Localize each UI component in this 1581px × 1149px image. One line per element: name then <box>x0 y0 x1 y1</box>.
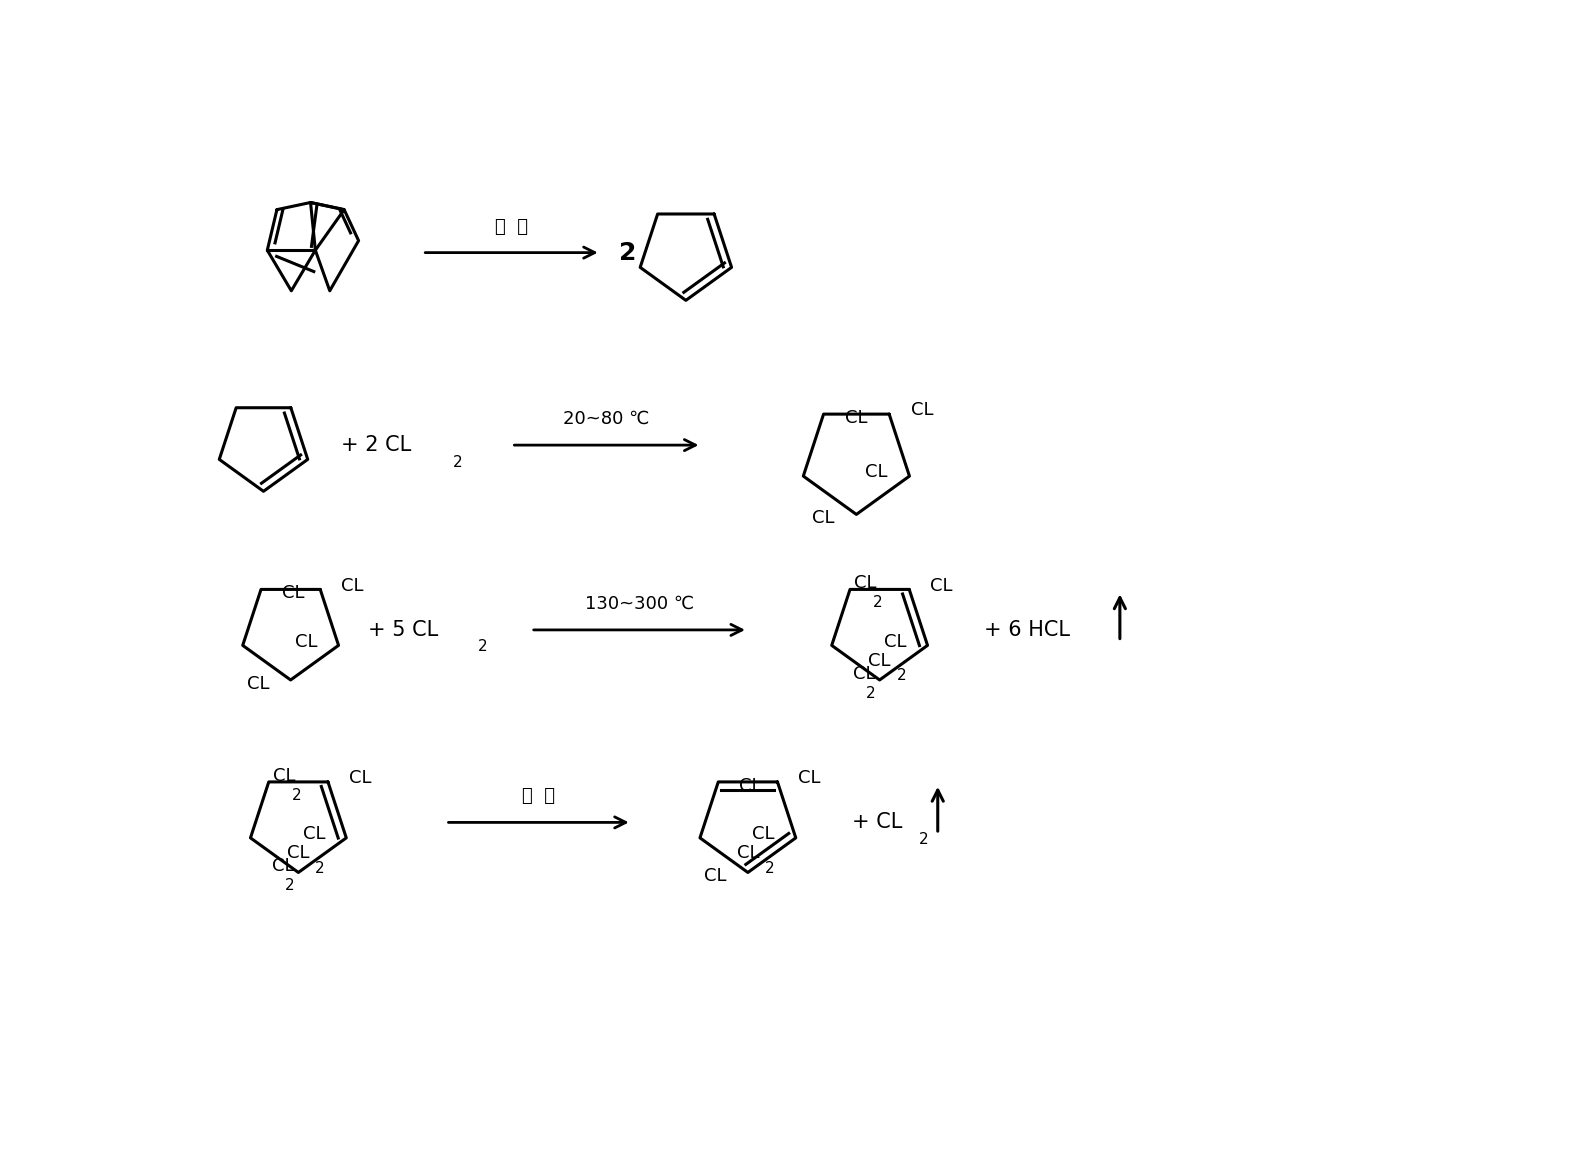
Text: 2: 2 <box>620 240 637 264</box>
Text: CL: CL <box>930 577 953 594</box>
Text: CL: CL <box>813 509 835 527</box>
Text: CL: CL <box>304 825 326 843</box>
Text: CL: CL <box>296 633 318 650</box>
Text: CL: CL <box>281 585 305 602</box>
Text: CL: CL <box>753 825 775 843</box>
Text: + 6 HCL: + 6 HCL <box>985 620 1070 640</box>
Text: 2: 2 <box>454 455 463 470</box>
Text: CL: CL <box>737 845 759 862</box>
Text: 2: 2 <box>866 686 876 701</box>
Text: CL: CL <box>911 401 933 419</box>
Text: 130~300 ℃: 130~300 ℃ <box>585 595 694 612</box>
Text: CL: CL <box>865 463 889 481</box>
Text: + 5 CL: + 5 CL <box>368 620 438 640</box>
Text: 2: 2 <box>919 832 928 847</box>
Text: CL: CL <box>272 766 296 785</box>
Text: CL: CL <box>705 867 727 886</box>
Text: 加  热: 加 热 <box>495 217 528 236</box>
Text: 2: 2 <box>292 787 302 802</box>
Text: CL: CL <box>884 633 906 650</box>
Text: 2: 2 <box>765 861 775 876</box>
Text: CL: CL <box>798 769 821 787</box>
Text: CL: CL <box>846 409 868 427</box>
Text: CL: CL <box>854 665 876 683</box>
Text: 2: 2 <box>315 861 324 876</box>
Text: + 2 CL: + 2 CL <box>341 435 411 455</box>
Text: CL: CL <box>854 574 876 592</box>
Text: CL: CL <box>341 577 364 594</box>
Text: 20~80 ℃: 20~80 ℃ <box>563 410 650 429</box>
Text: 加  热: 加 热 <box>522 787 555 805</box>
Text: 2: 2 <box>896 669 906 684</box>
Text: 2: 2 <box>285 878 294 893</box>
Text: CL: CL <box>272 857 294 876</box>
Text: + CL: + CL <box>852 812 903 832</box>
Text: CL: CL <box>288 845 310 862</box>
Text: CL: CL <box>868 651 890 670</box>
Text: CL: CL <box>349 769 372 787</box>
Text: CL: CL <box>247 674 270 693</box>
Text: 2: 2 <box>477 639 489 654</box>
Text: 2: 2 <box>873 595 882 610</box>
Text: CL: CL <box>740 777 762 795</box>
